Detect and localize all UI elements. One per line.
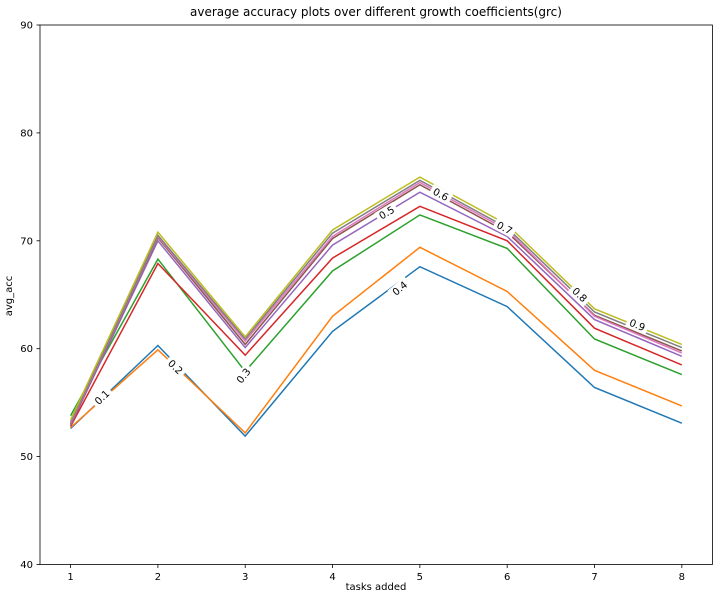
series-label-0.4: 0.4 <box>387 276 413 300</box>
x-tick-label: 5 <box>417 572 423 583</box>
series-label-gap <box>387 276 413 300</box>
series-label-gap <box>624 315 650 335</box>
series-line-0.8 <box>69 179 683 423</box>
y-tick-label: 80 <box>20 128 33 139</box>
series-label-gap <box>428 183 454 205</box>
x-tick-label: 2 <box>155 572 161 583</box>
y-tick-label: 90 <box>20 21 33 32</box>
series-label-0.3: 0.3 <box>231 363 256 389</box>
series-label-gap <box>567 282 592 307</box>
x-tick-label: 3 <box>242 572 248 583</box>
series-label-gap <box>163 355 188 379</box>
series-label-gap <box>374 201 400 224</box>
series-label-gap <box>89 385 115 410</box>
y-tick-label: 60 <box>20 344 33 355</box>
series-line-0.5 <box>69 191 683 426</box>
x-tick-label: 8 <box>679 572 685 583</box>
series-line-0.4 <box>69 205 683 427</box>
y-tick-label: 40 <box>20 560 33 571</box>
x-tick-label: 4 <box>329 572 335 583</box>
series-line-0.2 <box>70 246 683 435</box>
series-line-0.1 <box>70 265 683 438</box>
x-tick-label: 7 <box>591 572 597 583</box>
plot-border <box>39 24 713 565</box>
series-label-gap <box>231 363 256 389</box>
chart-title: average accuracy plots over different gr… <box>190 5 562 19</box>
x-tick-label: 1 <box>67 572 73 583</box>
y-tick-label: 50 <box>20 452 33 463</box>
x-axis-label: tasks added <box>346 582 407 593</box>
series-label-gap <box>492 217 518 239</box>
x-tick-label: 6 <box>504 572 510 583</box>
y-axis-label: avg_acc <box>4 276 15 317</box>
y-tick-label: 70 <box>20 236 33 247</box>
